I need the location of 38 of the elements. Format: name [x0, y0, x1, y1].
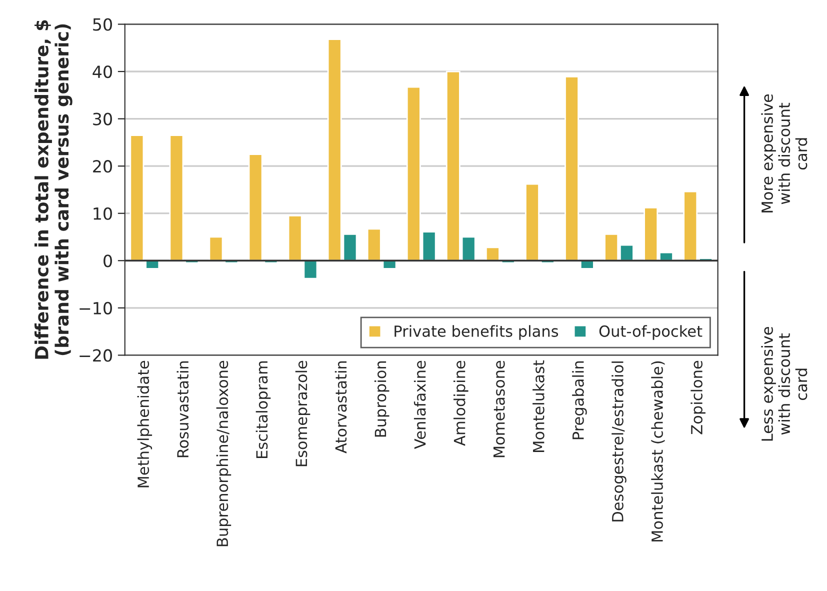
bar — [130, 134, 144, 262]
y-tick-label: −10 — [80, 302, 112, 314]
y-tick-label: 20 — [93, 160, 112, 173]
x-tick-label: Venlafaxine — [414, 360, 426, 449]
y-tick-label: −20 — [80, 349, 112, 362]
legend-label: Out-of-pocket — [599, 325, 702, 340]
bar — [303, 260, 318, 280]
y-tick-label: 10 — [94, 207, 112, 220]
bar — [169, 134, 184, 262]
x-tick-label: Montelukast — [532, 360, 544, 452]
y-tick-label: 30 — [93, 112, 112, 126]
x-tick-label: Escitalopram — [256, 361, 271, 458]
x-tick-label: Pregabalin — [572, 361, 587, 440]
x-tick-label: Bupropion — [374, 361, 390, 437]
x-tick-label: Esomeprazole — [295, 360, 310, 466]
x-tick-label: Desogestrel/estradiol — [612, 361, 626, 522]
x-tick-label: Zopiclone — [690, 360, 706, 434]
y-tick-label: 50 — [93, 18, 112, 31]
x-tick-label: Atorvastatin — [334, 361, 347, 454]
x-tick-label: Rosuvastatin — [176, 361, 189, 458]
x-tick-label: Mometasone — [493, 360, 505, 458]
text: Less expensive with discount card — [761, 326, 808, 441]
y-tick-label: 40 — [92, 65, 112, 78]
bar — [208, 236, 224, 262]
legend-label: Private benefits plans — [394, 325, 558, 340]
x-tick-label: Montelukast (chewable) — [651, 361, 665, 542]
x-tick-label: Methylphenidate — [137, 360, 152, 488]
bar — [366, 228, 382, 262]
y-tick-label: 0 — [104, 254, 112, 268]
y-axis-title: Difference in total expenditure, $ (brand with card versus generic) — [34, 20, 72, 359]
bar — [485, 246, 500, 262]
x-tick-label: Buprenorphine/naloxone — [216, 360, 232, 546]
x-tick-label: Amlodipine — [453, 360, 468, 446]
bar — [525, 183, 540, 262]
text: More expensive with discount card — [761, 94, 808, 212]
bar — [564, 76, 579, 262]
bar — [248, 154, 263, 262]
bar — [288, 215, 302, 262]
